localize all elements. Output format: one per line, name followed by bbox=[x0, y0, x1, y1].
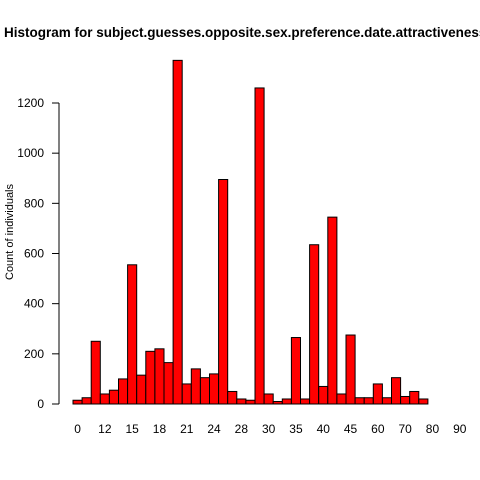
y-tick-label: 600 bbox=[24, 247, 44, 261]
histogram-bar bbox=[300, 398, 311, 405]
histogram-bar bbox=[199, 377, 210, 405]
histogram-bar bbox=[327, 216, 338, 405]
x-tick-label: 21 bbox=[180, 422, 194, 436]
histogram-bar bbox=[163, 362, 174, 405]
histogram-bar bbox=[72, 399, 83, 405]
y-tick-label: 1000 bbox=[17, 146, 44, 160]
x-tick-label: 12 bbox=[98, 422, 112, 436]
y-axis-label: Count of individuals bbox=[4, 184, 16, 281]
histogram-bar bbox=[263, 393, 274, 405]
x-tick-label: 18 bbox=[153, 422, 167, 436]
histogram-bar bbox=[136, 374, 147, 405]
histogram-bar bbox=[118, 378, 129, 405]
histogram-bar bbox=[190, 368, 201, 405]
histogram-bar bbox=[154, 348, 165, 405]
x-tick-label: 70 bbox=[398, 422, 412, 436]
histogram-bar bbox=[172, 59, 183, 405]
y-tick-label: 200 bbox=[24, 347, 44, 361]
y-tick-label: 400 bbox=[24, 297, 44, 311]
histogram-bar bbox=[254, 87, 265, 405]
histogram-bar bbox=[309, 244, 320, 405]
x-tick-label: 90 bbox=[453, 422, 467, 436]
x-tick-label: 28 bbox=[235, 422, 249, 436]
histogram-bar bbox=[108, 389, 120, 405]
x-tick-label: 15 bbox=[125, 422, 139, 436]
x-tick-label: 0 bbox=[74, 422, 81, 436]
histogram-bar bbox=[145, 350, 156, 405]
histogram-bar bbox=[209, 373, 220, 405]
histogram-bar bbox=[354, 397, 365, 405]
histogram-bar bbox=[272, 400, 283, 405]
x-tick-label: 60 bbox=[371, 422, 385, 436]
x-tick-label: 45 bbox=[344, 422, 358, 436]
histogram-bar bbox=[372, 383, 383, 405]
x-tick-label: 30 bbox=[262, 422, 276, 436]
y-axis: 0 200 400 600 800 1000 1200 bbox=[17, 96, 60, 411]
histogram-bar bbox=[345, 334, 356, 405]
histogram-bar bbox=[363, 397, 374, 405]
histogram-bar bbox=[391, 377, 402, 405]
histogram-bar bbox=[99, 393, 110, 405]
histogram-bar bbox=[236, 398, 247, 405]
x-tick-label: 24 bbox=[207, 422, 221, 436]
histogram-bar bbox=[318, 385, 329, 405]
histogram-bar bbox=[409, 390, 420, 405]
x-tick-label: 35 bbox=[289, 422, 303, 436]
x-tick-label: 40 bbox=[317, 422, 331, 436]
chart-title: Histogram for subject.guesses.opposite.s… bbox=[4, 25, 480, 40]
histogram-bar bbox=[418, 398, 429, 405]
histogram-bar bbox=[127, 264, 138, 405]
histogram-bar bbox=[336, 393, 347, 405]
histogram-bar bbox=[181, 383, 192, 405]
y-tick-label: 1200 bbox=[17, 96, 44, 110]
histogram-bar bbox=[400, 395, 411, 405]
histogram-bar bbox=[290, 337, 301, 405]
histogram-bar bbox=[227, 390, 238, 405]
y-tick-label: 0 bbox=[37, 397, 44, 411]
histogram-bar bbox=[90, 340, 101, 405]
histogram-bar bbox=[81, 397, 92, 405]
histogram-bar bbox=[218, 179, 229, 405]
histogram-bar bbox=[281, 398, 292, 405]
y-tick-label: 800 bbox=[24, 196, 44, 210]
x-axis: 0 12 15 18 21 24 28 30 35 40 45 60 70 80 90 bbox=[74, 422, 467, 436]
bars-group bbox=[72, 59, 429, 405]
histogram-bar bbox=[245, 399, 256, 405]
histogram-bar bbox=[381, 397, 392, 405]
x-tick-label: 80 bbox=[426, 422, 440, 436]
